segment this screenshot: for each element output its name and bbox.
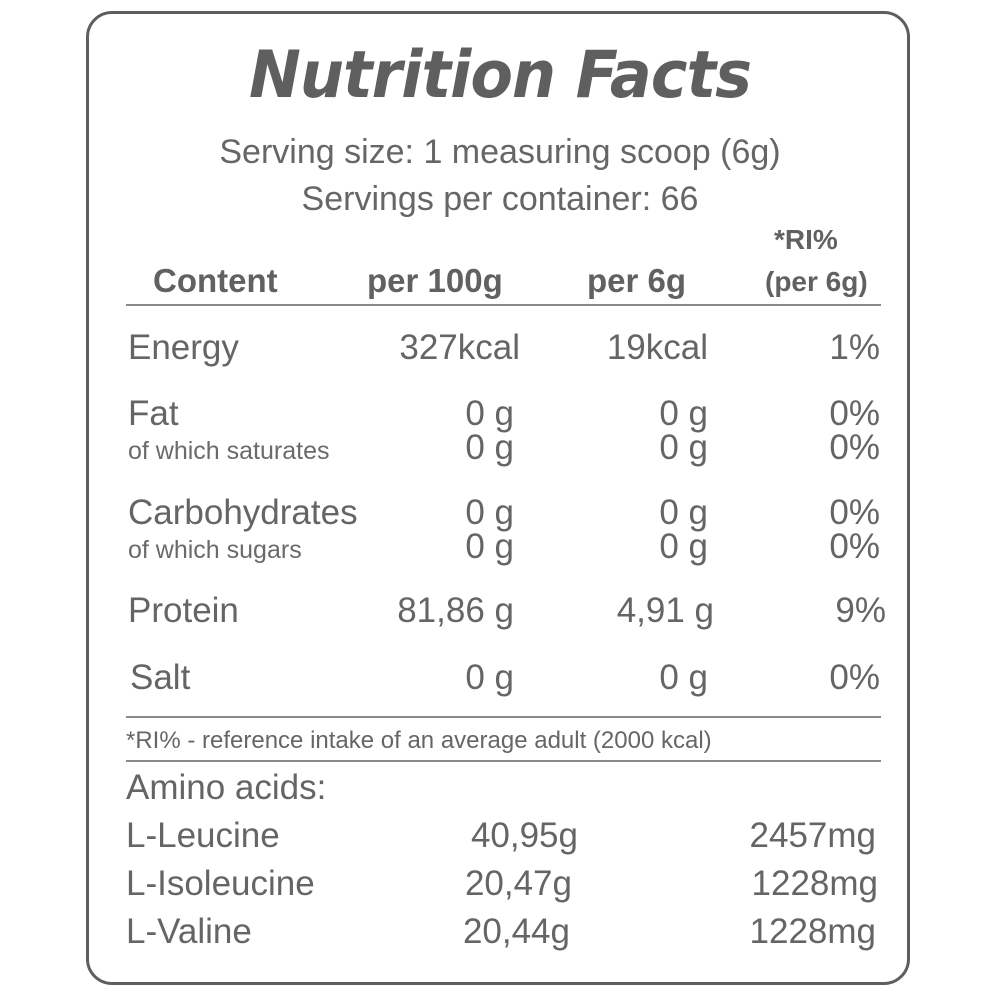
row-ri: 1% [829,328,880,367]
row-per100: 0 g [465,394,514,433]
row-per100: 0 g [465,658,514,697]
row-per6: 0 g [659,394,708,433]
row-per100: 0 g [465,428,514,467]
row-per100: 327kcal [399,328,520,367]
serving-size: Serving size: 1 measuring scoop (6g) [219,133,781,171]
row-ri: 0% [829,394,880,433]
row-per6: 19kcal [606,328,708,367]
header-content: Content [153,262,278,299]
row-sub-label: of which saturates [128,437,330,465]
header-per-100g: per 100g [367,262,503,299]
row-sub-label: of which sugars [128,536,302,564]
row-label: Energy [128,328,239,367]
row-ri: 0% [829,493,880,532]
row-per100: 0 g [465,493,514,532]
row-ri: 0% [829,428,880,467]
servings-per-container: Servings per container: 66 [301,180,699,218]
row-per6: 0 g [659,527,708,566]
header-ri: *RI% [774,224,838,255]
amino-heading: Amino acids: [126,768,327,807]
row-per6: 0 g [659,493,708,532]
footnote-divider-top [126,716,881,718]
footnote: *RI% - reference intake of an average ad… [126,727,712,754]
amino-per100: 20,44g [462,912,570,951]
row-label: Carbohydrates [128,493,358,532]
row-ri: 0% [829,527,880,566]
row-ri: 0% [829,658,880,697]
row-label: Protein [128,591,239,630]
header-ri-sub: (per 6g) [765,266,868,297]
row-per6: 4,91 g [616,591,714,630]
amino-per100: 40,95g [470,816,578,855]
amino-label: L-Isoleucine [126,864,315,903]
amino-per6: 1228mg [751,864,878,903]
row-per100: 0 g [465,527,514,566]
row-ri: 9% [835,591,886,630]
header-divider [126,304,881,306]
amino-label: L-Valine [126,912,252,951]
row-label: Salt [130,658,191,697]
amino-per6: 1228mg [749,912,876,951]
row-per100: 81,86 g [397,591,514,630]
amino-label: L-Leucine [126,816,280,855]
row-label: Fat [128,394,179,433]
page-title: Nutrition Facts [248,36,752,113]
amino-per100: 20,47g [464,864,572,903]
row-per6: 0 g [659,658,708,697]
row-per6: 0 g [659,428,708,467]
nutrition-label-frame [86,11,910,985]
amino-per6: 2457mg [749,816,876,855]
footnote-divider-bottom [126,760,881,762]
header-per-6g: per 6g [587,262,687,299]
